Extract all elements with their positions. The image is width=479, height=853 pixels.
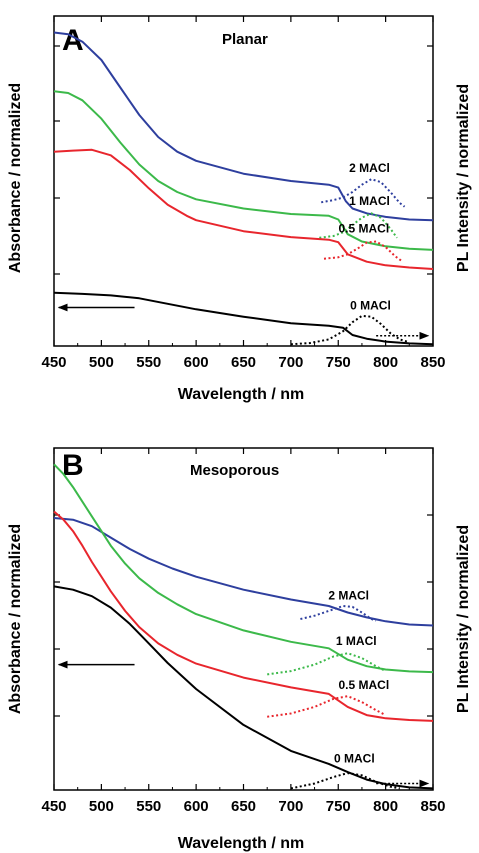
x-tick-label: 750 — [326, 798, 351, 815]
pl-line-0-macl — [290, 772, 400, 790]
y-axis-left-label: Absorbance / normalized — [7, 83, 24, 273]
x-tick-label: 550 — [136, 798, 161, 815]
pl-line-2-macl — [300, 604, 377, 622]
x-tick-label: 850 — [420, 798, 445, 815]
panel-b: B Mesoporous Absorbance / normalized PL … — [7, 447, 472, 852]
y-axis-right-label: PL Intensity / normalized — [455, 525, 472, 713]
x-tick-label: 450 — [41, 354, 66, 371]
x-tick-label: 500 — [89, 798, 114, 815]
x-tick-label: 850 — [420, 354, 445, 371]
series-label-0-5-macl: 0.5 MACl — [338, 221, 389, 235]
absorbance-line-0-5-macl — [53, 510, 434, 722]
x-axis-label: Wavelength / nm — [178, 835, 305, 852]
x-tick-label: 450 — [41, 798, 66, 815]
panel-letter: A — [62, 24, 84, 57]
x-tick-label: 750 — [326, 354, 351, 371]
series-label-1-macl: 1 MACl — [349, 194, 390, 208]
series-label-2-macl: 2 MACl — [349, 161, 390, 175]
series-label-0-macl: 0 MACl — [334, 751, 375, 765]
x-tick-label: 800 — [373, 354, 398, 371]
x-tick-label: 650 — [231, 354, 256, 371]
x-axis-label: Wavelength / nm — [178, 386, 305, 403]
panel-a: A Planar Absorbance / normalized PL Inte… — [7, 15, 472, 403]
panel-title: Planar — [222, 31, 268, 48]
y-axis-left-label: Absorbance / normalized — [7, 524, 24, 714]
absorbance-line-0-macl — [53, 585, 434, 790]
pl-line-0-macl — [290, 314, 410, 346]
x-tick-label: 600 — [184, 798, 209, 815]
absorbance-line-2-macl — [53, 517, 434, 627]
absorbance-line-1-macl — [53, 463, 434, 674]
absorbance-line-0-macl — [53, 291, 434, 346]
absorbance-line-0-5-macl — [53, 148, 434, 270]
x-tick-label: 500 — [89, 354, 114, 371]
series-label-0-macl: 0 MACl — [350, 298, 391, 312]
pl-line-2-macl — [321, 178, 406, 208]
pl-line-0-5-macl — [267, 695, 387, 718]
y-axis-right-label: PL Intensity / normalized — [455, 84, 472, 272]
x-tick-label: 700 — [278, 354, 303, 371]
x-tick-label: 700 — [278, 798, 303, 815]
x-tick-label: 800 — [373, 798, 398, 815]
x-tick-label: 650 — [231, 798, 256, 815]
x-tick-label: 600 — [184, 354, 209, 371]
absorbance-line-2-macl — [53, 31, 434, 222]
pl-line-1-macl — [267, 652, 387, 676]
panel-letter: B — [62, 449, 84, 482]
series-label-1-macl: 1 MACl — [336, 634, 377, 648]
pl-line-0-5-macl — [323, 240, 404, 263]
panel-title: Mesoporous — [190, 462, 279, 479]
series-label-2-macl: 2 MACl — [328, 588, 369, 602]
x-tick-label: 550 — [136, 354, 161, 371]
plot-frame — [53, 15, 434, 347]
series-label-0-5-macl: 0.5 MACl — [338, 678, 389, 692]
